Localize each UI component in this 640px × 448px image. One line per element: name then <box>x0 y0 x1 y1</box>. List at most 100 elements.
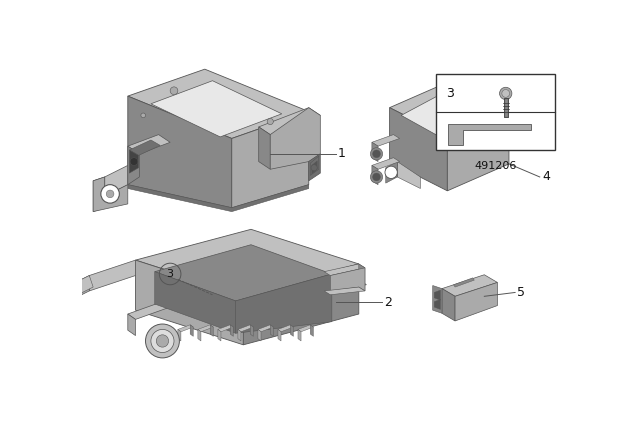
Polygon shape <box>454 278 474 287</box>
Polygon shape <box>447 110 509 191</box>
Polygon shape <box>155 271 236 333</box>
Polygon shape <box>198 325 213 332</box>
Polygon shape <box>128 314 136 336</box>
Polygon shape <box>74 276 90 299</box>
Polygon shape <box>128 185 308 211</box>
Circle shape <box>371 148 383 160</box>
Polygon shape <box>190 325 193 336</box>
Circle shape <box>145 324 179 358</box>
Polygon shape <box>298 329 301 341</box>
Polygon shape <box>442 289 455 321</box>
Polygon shape <box>259 127 270 169</box>
Polygon shape <box>129 150 139 173</box>
Polygon shape <box>278 325 293 332</box>
Polygon shape <box>324 280 367 293</box>
Text: 491206: 491206 <box>474 161 516 171</box>
Polygon shape <box>218 325 234 332</box>
Polygon shape <box>433 285 442 313</box>
Circle shape <box>130 158 138 165</box>
Text: 4: 4 <box>542 170 550 184</box>
Circle shape <box>156 335 168 347</box>
Text: 1: 1 <box>338 147 346 160</box>
Polygon shape <box>435 290 440 300</box>
Text: 2: 2 <box>384 296 392 309</box>
Polygon shape <box>291 325 293 336</box>
Circle shape <box>385 166 397 178</box>
Polygon shape <box>308 154 320 181</box>
Polygon shape <box>230 325 234 336</box>
Polygon shape <box>236 274 332 333</box>
Polygon shape <box>93 177 105 211</box>
Polygon shape <box>324 264 365 276</box>
Polygon shape <box>90 260 136 291</box>
Circle shape <box>151 329 174 353</box>
Polygon shape <box>198 329 201 341</box>
Polygon shape <box>128 96 232 208</box>
Polygon shape <box>210 325 213 336</box>
Polygon shape <box>178 325 193 332</box>
Polygon shape <box>93 177 128 211</box>
Polygon shape <box>128 69 308 138</box>
Polygon shape <box>136 229 359 295</box>
Polygon shape <box>278 329 281 341</box>
Circle shape <box>490 112 497 118</box>
Text: 3: 3 <box>166 269 173 279</box>
Circle shape <box>502 90 509 97</box>
Polygon shape <box>324 287 328 306</box>
Circle shape <box>372 173 380 181</box>
Polygon shape <box>310 325 314 336</box>
Polygon shape <box>401 90 496 142</box>
Polygon shape <box>270 108 320 169</box>
Polygon shape <box>386 162 397 183</box>
Circle shape <box>267 118 273 125</box>
Circle shape <box>170 87 178 95</box>
Polygon shape <box>397 162 420 189</box>
Polygon shape <box>330 268 365 291</box>
Polygon shape <box>324 287 365 295</box>
Polygon shape <box>372 134 399 146</box>
Polygon shape <box>232 112 308 208</box>
Text: 3: 3 <box>445 87 454 100</box>
Polygon shape <box>155 245 332 301</box>
Bar <box>436 74 555 151</box>
Circle shape <box>104 188 116 200</box>
Circle shape <box>500 87 512 99</box>
Polygon shape <box>312 161 317 174</box>
Polygon shape <box>238 329 241 341</box>
Polygon shape <box>250 325 253 336</box>
Polygon shape <box>62 283 77 302</box>
Polygon shape <box>455 282 497 321</box>
Polygon shape <box>74 276 93 295</box>
Polygon shape <box>258 329 261 341</box>
Circle shape <box>447 81 455 88</box>
Polygon shape <box>238 325 253 332</box>
Polygon shape <box>442 275 497 296</box>
Polygon shape <box>259 108 320 134</box>
Polygon shape <box>448 124 531 145</box>
Polygon shape <box>129 140 160 155</box>
Circle shape <box>101 185 119 203</box>
Polygon shape <box>128 134 170 154</box>
Polygon shape <box>218 329 221 341</box>
Polygon shape <box>372 165 378 185</box>
Polygon shape <box>151 81 282 137</box>
Polygon shape <box>128 146 140 185</box>
Polygon shape <box>435 299 440 310</box>
Circle shape <box>106 190 114 198</box>
Polygon shape <box>372 142 378 162</box>
Polygon shape <box>310 156 319 176</box>
Polygon shape <box>359 264 365 291</box>
Circle shape <box>371 171 383 183</box>
Polygon shape <box>390 81 509 137</box>
Polygon shape <box>258 325 273 332</box>
Polygon shape <box>390 108 447 191</box>
Circle shape <box>372 150 380 158</box>
Polygon shape <box>105 165 128 196</box>
Polygon shape <box>178 329 181 341</box>
Polygon shape <box>128 295 189 319</box>
Polygon shape <box>298 325 314 332</box>
Polygon shape <box>243 264 359 345</box>
Circle shape <box>141 113 145 118</box>
Text: 5: 5 <box>517 286 525 299</box>
Circle shape <box>311 165 317 171</box>
